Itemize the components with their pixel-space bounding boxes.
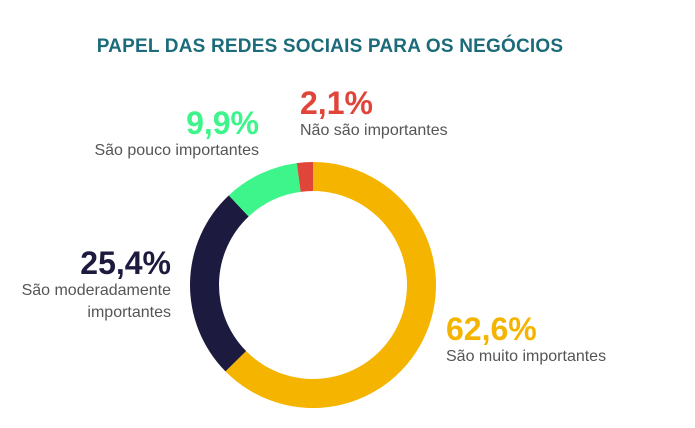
donut-slice-4 xyxy=(296,162,313,192)
chart-title: PAPEL DAS REDES SOCIAIS PARA OS NEGÓCIOS xyxy=(96,36,564,57)
label-muito-importantes: 62,6% São muito importantes xyxy=(446,312,606,368)
slice-category-label: Não são importantes xyxy=(300,122,448,139)
donut-slice-1 xyxy=(225,162,436,408)
slice-value-label: 2,1% xyxy=(300,85,373,121)
label-moderadamente-importantes: 25,4% São moderadamente importantes xyxy=(1,246,171,324)
slice-category-label: São muito importantes xyxy=(446,348,607,365)
donut-slice-2 xyxy=(190,195,249,372)
slice-value-label: 62,6% xyxy=(446,311,537,347)
slice-category-label: São pouco importantes xyxy=(94,142,259,159)
label-pouco-importantes: 9,9% São pouco importantes xyxy=(94,106,259,162)
slice-value-label: 25,4% xyxy=(80,245,171,281)
label-nao-importantes: 2,1% Não são importantes xyxy=(300,86,448,142)
slice-value-label: 9,9% xyxy=(186,105,259,141)
donut-slice-3 xyxy=(228,163,301,217)
slice-category-label: São moderadamente importantes xyxy=(21,282,171,321)
